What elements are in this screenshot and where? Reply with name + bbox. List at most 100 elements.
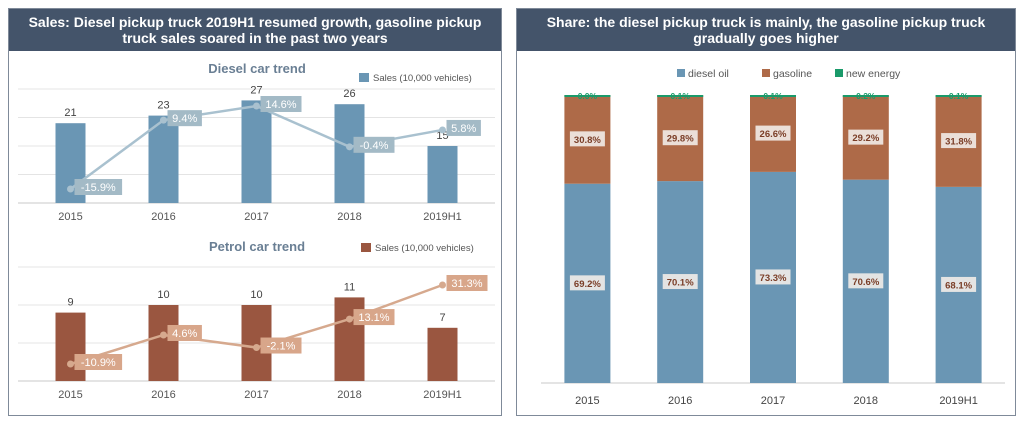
growth-point	[160, 331, 167, 339]
growth-point	[346, 143, 353, 151]
category-label: 2019H1	[423, 211, 462, 223]
bar	[334, 104, 365, 203]
growth-point	[253, 102, 260, 110]
bar-value-label: 11	[344, 281, 355, 293]
segment-label: 73.3%	[760, 273, 787, 284]
segment-label: 0.2%	[856, 91, 876, 101]
segment-label-box	[941, 133, 977, 149]
left-panel: Sales: Diesel pickup truck 2019H1 resume…	[8, 8, 502, 416]
category-label: 2016	[151, 211, 175, 223]
growth-label-box	[260, 96, 302, 112]
category-label: 2016	[668, 395, 692, 407]
segment-label-box	[755, 269, 791, 285]
category-label: 2018	[337, 389, 361, 401]
growth-label-box	[446, 275, 488, 291]
growth-label-box	[167, 324, 202, 341]
growth-label-box	[260, 337, 302, 354]
segment-label: 0.1%	[671, 91, 691, 101]
category-label: 2017	[761, 395, 785, 407]
growth-label: 13.1%	[358, 312, 389, 324]
legend-label: new energy	[846, 68, 901, 80]
bar-value-label: 7	[439, 312, 445, 324]
legend-label: Sales (10,000 vehicles)	[375, 243, 474, 254]
bar	[427, 327, 458, 381]
growth-label-box	[74, 179, 123, 195]
bar	[55, 312, 86, 381]
segment-label: 70.1%	[667, 278, 694, 289]
growth-point	[253, 344, 260, 352]
legend-swatch	[835, 69, 843, 77]
segment-label-box	[569, 275, 605, 291]
segment-label-box	[848, 273, 884, 289]
bar-value-label: 26	[343, 88, 355, 100]
growth-point	[439, 126, 446, 134]
growth-label: 31.3%	[451, 278, 482, 290]
growth-label: -0.4%	[360, 140, 389, 152]
segment-label-box	[569, 131, 605, 147]
growth-point	[346, 315, 353, 323]
segment-label-box	[848, 129, 884, 145]
bar-value-label: 27	[250, 84, 262, 96]
category-label: 2015	[58, 389, 82, 401]
growth-label-box	[353, 136, 395, 153]
growth-label-box	[446, 119, 481, 136]
segment-label: 30.8%	[574, 135, 601, 146]
bar	[148, 115, 179, 203]
segment-label-box	[662, 130, 698, 146]
category-label: 2019H1	[423, 389, 462, 401]
legend-label: Sales (10,000 vehicles)	[373, 73, 472, 84]
growth-point	[160, 116, 167, 124]
growth-label: 9.4%	[172, 113, 197, 125]
share-chart: diesel oil gasoline new energy 69.2% 30.8% 0.…	[541, 68, 1005, 407]
category-label: 2015	[58, 211, 82, 223]
category-label: 2017	[244, 211, 268, 223]
legend-swatch	[677, 69, 685, 77]
legend-swatch	[359, 73, 369, 82]
bar	[241, 100, 272, 203]
growth-label: 14.6%	[265, 99, 296, 111]
bar	[148, 305, 179, 381]
segment-label-box	[662, 274, 698, 290]
growth-point	[439, 281, 446, 289]
stacked-segment	[750, 95, 796, 97]
legend-label: gasoline	[773, 68, 812, 80]
segment-label: 69.2%	[574, 279, 601, 290]
sales-charts: Diesel car trend Sales (10,000 vehicles) 2…	[18, 61, 495, 401]
stacked-segment	[564, 95, 611, 97]
bar	[427, 146, 458, 203]
segment-label: 0.1%	[763, 91, 783, 101]
chart-title: Diesel car trend	[208, 61, 306, 76]
right-panel: Share: the diesel pickup truck is mainly…	[516, 8, 1016, 416]
legend-swatch	[361, 243, 371, 252]
segment-label: 68.1%	[945, 280, 972, 291]
growth-label: -15.9%	[81, 182, 116, 194]
left-panel-title: Sales: Diesel pickup truck 2019H1 resume…	[9, 9, 501, 51]
segment-label: 70.6%	[852, 277, 879, 288]
right-panel-title: Share: the diesel pickup truck is mainly…	[517, 9, 1015, 51]
bar-value-label: 21	[64, 107, 76, 119]
bar-value-label: 15	[436, 130, 448, 142]
category-label: 2019H1	[939, 395, 978, 407]
category-label: 2018	[854, 395, 878, 407]
category-label: 2017	[244, 389, 268, 401]
bar-value-label: 9	[67, 297, 73, 309]
stacked-segment	[935, 95, 982, 97]
chart-title: Petrol car trend	[209, 239, 305, 254]
segment-label: 0.0%	[578, 91, 598, 101]
category-label: 2018	[337, 211, 361, 223]
growth-point	[67, 360, 74, 368]
growth-label-box	[74, 354, 123, 370]
bar-value-label: 23	[157, 100, 169, 112]
segment-label: 31.8%	[945, 137, 972, 148]
growth-label-box	[353, 309, 395, 326]
growth-label: -10.9%	[81, 357, 116, 369]
growth-label: -2.1%	[267, 341, 296, 353]
category-label: 2016	[151, 389, 175, 401]
legend-swatch	[762, 69, 770, 77]
growth-label: 4.6%	[172, 328, 197, 340]
bar-value-label: 10	[157, 289, 169, 301]
legend-label: diesel oil	[688, 68, 729, 80]
bar-value-label: 10	[250, 289, 262, 301]
segment-label-box	[941, 276, 977, 292]
stacked-segment	[842, 95, 889, 97]
